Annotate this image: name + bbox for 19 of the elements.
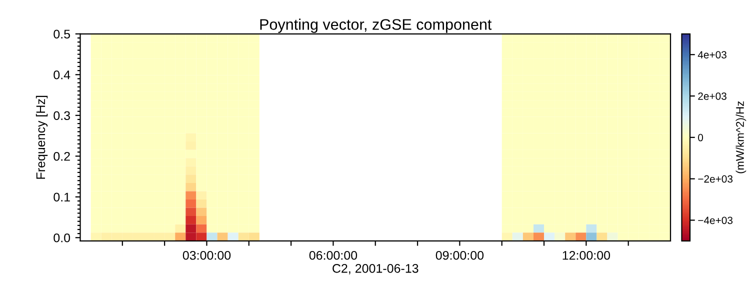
y-tick-label: 0.4 bbox=[54, 70, 70, 80]
x-tick-label: 12:00:00 bbox=[562, 250, 610, 260]
color-bar-label: 0 bbox=[698, 134, 704, 142]
x-axis-title: C2, 2001-06-13 bbox=[332, 264, 418, 274]
y-axis-title: Frequency [Hz] bbox=[36, 96, 48, 179]
x-tick-label: 09:00:00 bbox=[436, 250, 484, 260]
chart-title: Poynting vector, zGSE component bbox=[260, 18, 492, 33]
color-bar-label: 2e+03 bbox=[698, 92, 726, 100]
y-tick-label: 0.1 bbox=[54, 192, 70, 202]
color-bar-label: 4e+03 bbox=[698, 51, 726, 58]
color-bar-label: −4e+03 bbox=[698, 216, 733, 224]
y-tick-label: 0.0 bbox=[54, 233, 70, 242]
y-tick-label: 0.5 bbox=[54, 30, 70, 39]
color-bar-label: −2e+03 bbox=[698, 175, 733, 183]
x-tick-label: 03:00:00 bbox=[182, 250, 231, 260]
y-tick-label: 0.2 bbox=[54, 152, 70, 161]
x-tick-label: 06:00:00 bbox=[309, 250, 358, 260]
y-tick-label: 0.3 bbox=[54, 111, 70, 120]
color-bar-title: (mW/km^2)/Hz bbox=[736, 101, 746, 174]
